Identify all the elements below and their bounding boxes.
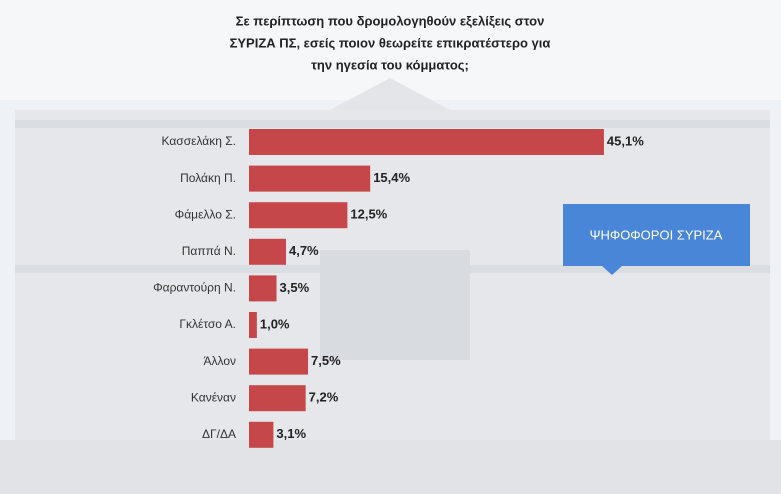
bar <box>249 202 348 229</box>
category-label: Φαραντούρη Ν. <box>153 281 236 295</box>
category-label: Κασσελάκη Σ. <box>162 134 236 148</box>
bar <box>249 238 286 265</box>
category-label: Πολάκη Π. <box>180 171 236 185</box>
category-label: Φάμελλο Σ. <box>175 207 236 221</box>
category-label: ΔΓ/ΔΑ <box>202 427 236 441</box>
title-line: Σε περίπτωση που δρομολογηθούν εξελίξεις… <box>236 13 545 28</box>
value-label: 45,1% <box>607 133 644 148</box>
category-label: Άλλον <box>203 354 236 368</box>
bar <box>249 312 257 338</box>
value-label: 7,5% <box>311 353 341 368</box>
value-label: 15,4% <box>373 170 410 185</box>
title-line: την ηγεσία του κόμματος; <box>311 57 469 72</box>
bar <box>249 385 306 412</box>
category-label: Κανέναν <box>191 390 236 404</box>
category-label: Παππά Ν. <box>182 244 236 258</box>
value-label: 7,2% <box>309 390 339 405</box>
bar <box>249 421 274 448</box>
title-line: ΣΥΡΙΖΑ ΠΣ, εσείς ποιον θεωρείτε επικρατέ… <box>230 35 551 50</box>
value-label: 12,5% <box>350 207 387 222</box>
annotation-box: ΨΗΦΟΦΟΡΟΙ ΣΥΡΙΖΑ <box>563 204 750 275</box>
category-label: Γκλέτσο Α. <box>179 317 236 331</box>
value-label: 4,7% <box>289 243 319 258</box>
value-label: 3,1% <box>276 426 306 441</box>
bar <box>249 275 277 302</box>
value-label: 3,5% <box>280 280 310 295</box>
value-label: 1,0% <box>260 316 290 331</box>
title: Σε περίπτωση που δρομολογηθούν εξελίξεις… <box>230 13 551 72</box>
bar <box>249 165 371 192</box>
bar <box>249 129 604 155</box>
annotation: ΨΗΦΟΦΟΡΟΙ ΣΥΡΙΖΑ <box>590 227 723 242</box>
bar <box>249 348 309 375</box>
